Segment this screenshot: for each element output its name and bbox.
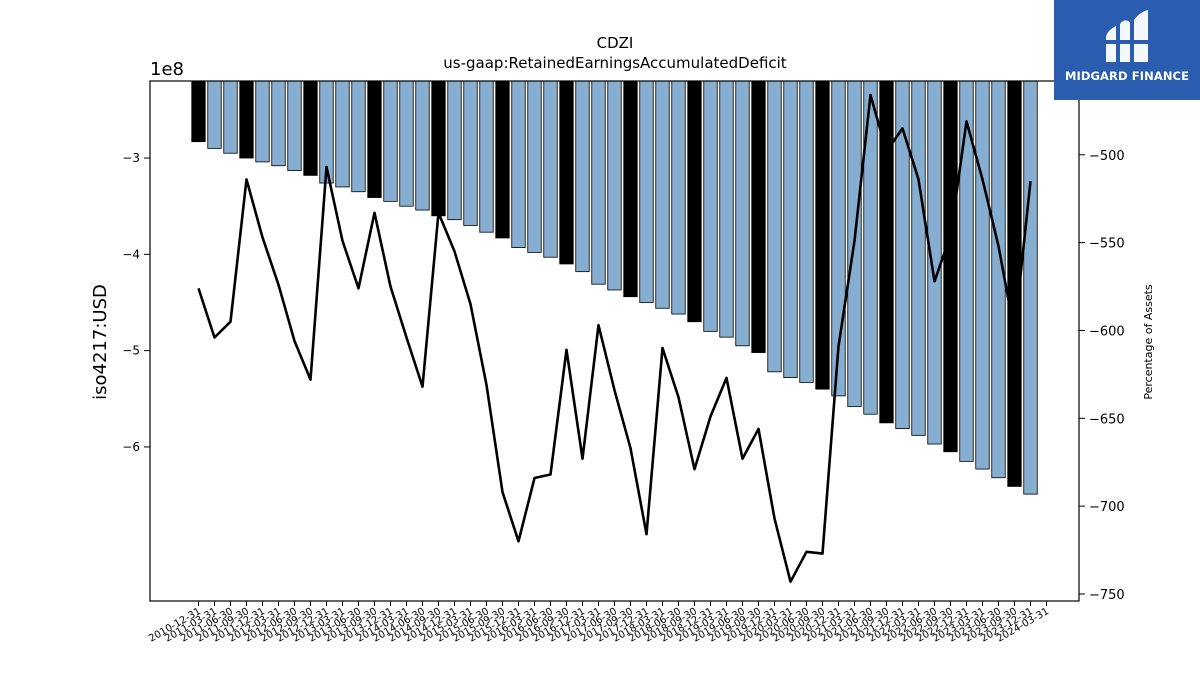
bar: [207, 80, 222, 149]
bar: [399, 80, 414, 207]
bar: [239, 80, 254, 159]
ticks-group: −6−5−4−3−750−700−650−600−550−5002010-12-…: [122, 149, 1124, 645]
bar: [543, 80, 558, 258]
bar: [975, 80, 990, 470]
y2-tick-label: −750: [1089, 588, 1125, 603]
bar: [687, 80, 702, 323]
bar: [783, 80, 798, 378]
bar: [655, 80, 670, 309]
chart-title: CDZI: [597, 34, 634, 52]
y-axis-label: iso4217:USD: [90, 284, 111, 400]
bar: [719, 80, 734, 338]
series-line: [197, 93, 1032, 583]
bar: [799, 80, 814, 383]
y2-tick-label: −700: [1089, 500, 1125, 515]
bar: [511, 80, 526, 248]
bar: [383, 80, 398, 202]
bar: [767, 80, 782, 373]
bar: [303, 80, 318, 176]
bar: [287, 80, 302, 171]
y-tick-label: −3: [122, 151, 140, 165]
bar: [911, 80, 926, 436]
y2-axis-label: Percentage of Assets: [1142, 284, 1155, 400]
y-tick-label: −6: [122, 440, 140, 454]
y2-tick-label: −600: [1089, 324, 1125, 339]
bar: [223, 80, 238, 154]
y2-tick-label: −650: [1089, 412, 1125, 427]
logo-mark-icon: [1106, 10, 1148, 62]
bar: [735, 80, 750, 347]
bar: [943, 80, 958, 453]
bar: [815, 80, 830, 390]
bar: [479, 80, 494, 233]
y-offset-label: 1e8: [150, 59, 184, 80]
brand-name: MIDGARD FINANCE: [1064, 69, 1190, 83]
bar: [351, 80, 366, 193]
bar: [607, 80, 622, 291]
bar: [367, 80, 382, 198]
bar: [335, 80, 350, 188]
bar: [703, 80, 718, 332]
bar: [559, 80, 574, 265]
bar: [447, 80, 462, 221]
chart-subtitle: us-gaap:RetainedEarningsAccumulatedDefic…: [443, 54, 787, 72]
brand-logo: MIDGARD FINANCE: [1054, 0, 1200, 100]
bar: [639, 80, 654, 303]
bar: [927, 80, 942, 445]
bar: [751, 80, 766, 353]
bar: [623, 80, 638, 298]
bar: [527, 80, 542, 253]
bar: [415, 80, 430, 211]
bar: [575, 80, 590, 273]
bar: [431, 80, 446, 217]
bar: [191, 80, 206, 143]
bar: [991, 80, 1006, 479]
bar: [671, 80, 686, 315]
y2-tick-label: −550: [1089, 237, 1125, 252]
y2-tick-label: −500: [1089, 149, 1125, 164]
bar: [591, 80, 606, 285]
bar: [463, 80, 478, 226]
y-tick-label: −4: [122, 247, 140, 261]
y-tick-label: −5: [122, 344, 140, 358]
bar: [271, 80, 286, 167]
bar: [495, 80, 510, 239]
plot-frame: [149, 80, 1080, 602]
bar: [1023, 80, 1038, 495]
line-group: [197, 93, 1032, 583]
bar: [255, 80, 270, 163]
